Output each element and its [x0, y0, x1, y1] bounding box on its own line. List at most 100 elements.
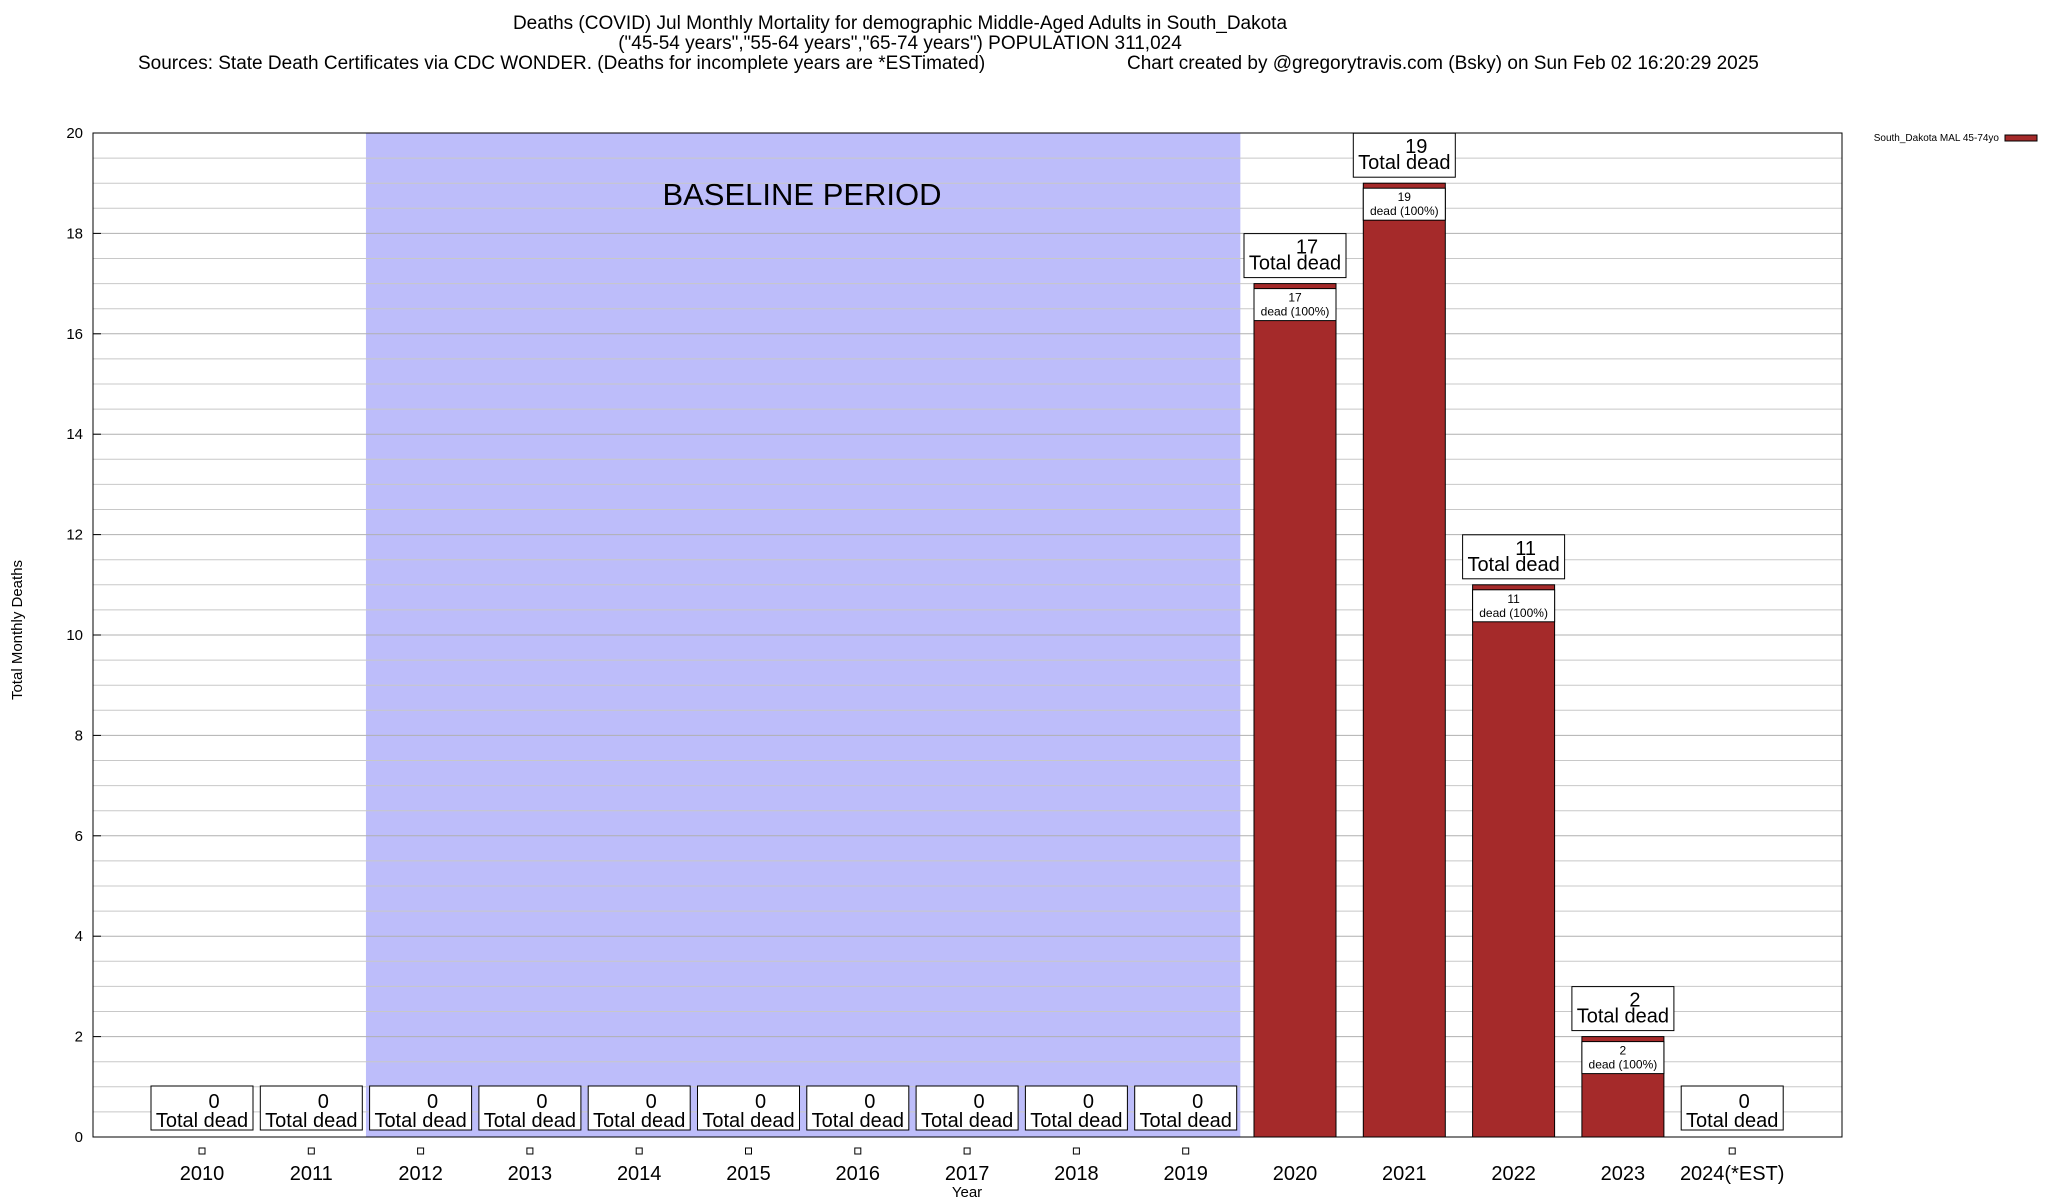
baseline-band-label: BASELINE PERIOD — [662, 177, 941, 212]
x-axis-label: Year — [952, 1184, 982, 1200]
total-label-value: 2 — [1629, 990, 1640, 1012]
y-tick-label: 18 — [66, 225, 83, 242]
total-label-text: Total dead — [1140, 1110, 1232, 1132]
segment-label-text: dead (100%) — [1370, 204, 1439, 218]
y-tick-label: 20 — [66, 125, 83, 142]
total-label-text: Total dead — [593, 1110, 685, 1132]
y-tick-label: 6 — [75, 828, 83, 845]
x-tick-label: 2019 — [1163, 1163, 1208, 1185]
y-tick-label: 8 — [75, 727, 83, 744]
total-label-value: 0 — [208, 1091, 219, 1113]
x-tick-label: 2014 — [617, 1163, 662, 1185]
chart-title: Deaths (COVID) Jul Monthly Mortality for… — [512, 13, 1288, 34]
total-label-text: Total dead — [484, 1110, 576, 1132]
segment-label-text: dead (100%) — [1589, 1058, 1658, 1072]
total-label-text: Total dead — [374, 1110, 466, 1132]
total-label-value: 17 — [1296, 237, 1318, 259]
total-label-text: Total dead — [156, 1110, 248, 1132]
y-tick-label: 4 — [75, 928, 83, 945]
total-label-box — [1462, 534, 1566, 580]
zero-marker — [963, 1147, 971, 1155]
segment-label-value: 2 — [1620, 1044, 1627, 1058]
segment-label-value: 11 — [1507, 592, 1520, 606]
total-label-text: Total dead — [1358, 152, 1450, 174]
total-label-text: Total dead — [702, 1110, 794, 1132]
total-label-box — [587, 1085, 691, 1131]
total-label-text: Total dead — [1030, 1110, 1122, 1132]
segment-label-box — [1581, 1041, 1665, 1075]
x-tick-label: 2012 — [398, 1163, 443, 1185]
total-label-text: Total dead — [921, 1110, 1013, 1132]
total-label-value: 0 — [1192, 1091, 1203, 1113]
total-label-box — [369, 1085, 473, 1131]
total-label-value: 0 — [318, 1091, 329, 1113]
total-label-value: 0 — [1083, 1091, 1094, 1113]
total-label-value: 0 — [755, 1091, 766, 1113]
x-tick-label: 2018 — [1054, 1163, 1099, 1185]
segment-label-box — [1362, 187, 1446, 221]
segment-label-value: 17 — [1288, 291, 1302, 305]
total-label-value: 0 — [536, 1091, 547, 1113]
zero-marker — [635, 1147, 643, 1155]
total-label-value: 0 — [646, 1091, 657, 1113]
chart-sources: Sources: State Death Certificates via CD… — [138, 53, 986, 74]
x-tick-label: 2010 — [180, 1163, 225, 1185]
total-label-box — [697, 1085, 800, 1131]
segment-label-box — [1472, 589, 1556, 623]
segment-label-box — [1253, 288, 1337, 322]
total-label-text: Total dead — [1467, 554, 1559, 576]
x-tick-label: 2011 — [290, 1163, 333, 1185]
segment-label-value: 19 — [1398, 190, 1412, 204]
total-label-box — [478, 1085, 582, 1131]
legend-label: South_Dakota MAL 45-74yo — [1874, 133, 2000, 144]
segment-label-text: dead (100%) — [1261, 305, 1330, 319]
zero-marker — [1072, 1147, 1080, 1155]
total-label-text: Total dead — [812, 1110, 904, 1132]
total-label-box — [259, 1085, 363, 1131]
y-tick-label: 14 — [66, 426, 83, 443]
y-tick-label: 2 — [75, 1029, 83, 1046]
bar — [1472, 584, 1556, 1138]
legend-group: South_Dakota MAL 45-74yo — [1874, 133, 2038, 144]
x-tick-label: 2016 — [836, 1163, 881, 1185]
zero-marker — [854, 1147, 862, 1155]
zero-marker — [307, 1147, 315, 1155]
total-label-box — [150, 1085, 254, 1131]
x-tick-label: 2021 — [1382, 1163, 1427, 1185]
y-tick-label: 16 — [66, 326, 83, 343]
total-label-box — [1352, 132, 1456, 178]
total-label-box — [1680, 1085, 1784, 1131]
segment-label-text: dead (100%) — [1479, 606, 1548, 620]
total-label-value: 11 — [1515, 538, 1536, 560]
zero-marker — [417, 1147, 425, 1155]
x-tick-label: 2023 — [1601, 1163, 1646, 1185]
total-label-value: 0 — [864, 1091, 875, 1113]
total-label-value: 0 — [974, 1091, 985, 1113]
total-label-text: Total dead — [1686, 1110, 1778, 1132]
x-tick-label: 2013 — [508, 1163, 553, 1185]
total-label-value: 19 — [1405, 136, 1427, 158]
y-tick-label: 10 — [66, 627, 83, 644]
chart-subtitle: ("45-54 years","55-64 years","65-74 year… — [618, 33, 1182, 54]
x-tick-label: 2020 — [1273, 1163, 1318, 1185]
total-label-box — [1243, 233, 1347, 279]
y-axis-label: Total Monthly Deaths — [9, 560, 26, 700]
total-label-value: 0 — [427, 1091, 438, 1113]
total-label-text: Total dead — [265, 1110, 357, 1132]
total-label-value: 0 — [1739, 1091, 1750, 1113]
zero-marker — [1182, 1147, 1190, 1155]
total-label-box — [1024, 1085, 1128, 1131]
chart-credit: Chart created by @gregorytravis.com (Bsk… — [1127, 53, 1759, 74]
bar — [1362, 182, 1446, 1138]
total-label-box — [806, 1085, 910, 1131]
y-tick-label: 12 — [66, 527, 83, 544]
total-label-box — [1571, 986, 1675, 1032]
zero-marker — [1728, 1147, 1736, 1155]
total-label-box — [915, 1085, 1019, 1131]
x-tick-label: 2024(*EST) — [1680, 1163, 1785, 1185]
bar — [1253, 283, 1337, 1138]
zero-marker — [526, 1147, 534, 1155]
